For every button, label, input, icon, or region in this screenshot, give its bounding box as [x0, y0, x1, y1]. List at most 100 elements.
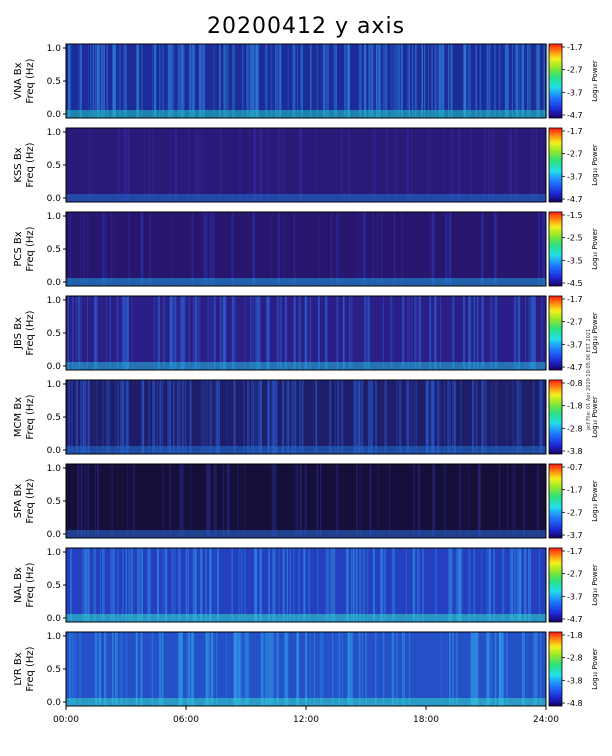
spectrogram-texture: [110, 548, 113, 622]
spectrogram-texture: [169, 296, 173, 370]
spectrogram-texture: [507, 44, 509, 118]
spectrogram-texture: [493, 548, 496, 622]
spectrogram-texture: [203, 212, 207, 286]
spectrogram-texture: [157, 548, 159, 622]
colorbar-tick-label: -4.7: [567, 615, 583, 624]
spectrogram-texture: [295, 380, 297, 454]
spectrogram-texture: [180, 632, 183, 706]
spectrogram-texture: [238, 548, 241, 622]
spectrogram-texture: [148, 380, 150, 454]
spectrogram-texture: [192, 548, 195, 622]
spectrogram-texture: [514, 548, 517, 622]
spectrogram-texture: [95, 296, 98, 370]
spectrogram-texture: [76, 380, 79, 454]
spectrogram-texture: [501, 632, 503, 706]
spectrogram-texture: [299, 380, 302, 454]
spectrogram-texture: [227, 464, 230, 538]
spectrogram-texture: [400, 212, 404, 286]
spectrogram-texture: [125, 548, 127, 622]
spectrogram-texture: [487, 632, 490, 706]
spectrogram-texture: [335, 44, 337, 118]
spectrogram-texture: [446, 212, 448, 286]
spectrogram-texture: [158, 632, 162, 706]
spectrogram-texture: [332, 548, 336, 622]
spectrogram-texture: [428, 128, 431, 202]
spectrogram-texture: [68, 44, 70, 118]
spectrogram-texture: [473, 548, 475, 622]
spectrogram-texture: [254, 380, 257, 454]
spectrogram-texture: [136, 44, 138, 118]
spectrogram-texture: [494, 296, 498, 370]
spectrogram-texture: [286, 548, 288, 622]
spectrogram-texture: [513, 296, 517, 370]
spectrogram-texture: [189, 44, 191, 118]
spectrogram-texture: [212, 212, 216, 286]
spectrogram-texture: [251, 380, 253, 454]
spectrogram-texture: [506, 464, 508, 538]
spectrogram-texture: [219, 44, 221, 118]
spectrogram-texture: [322, 632, 324, 706]
spectrogram-texture: [372, 212, 374, 286]
y-tick-label: 0.0: [47, 446, 62, 456]
colorbar: [548, 379, 563, 455]
y-tick-label: 0.5: [47, 497, 61, 507]
spectrogram-texture: [210, 296, 212, 370]
spectrogram-area: [66, 380, 546, 454]
spectrogram-texture: [436, 44, 440, 118]
colorbar-tick-label: -2.8: [567, 424, 583, 433]
spectrogram-texture: [297, 632, 299, 706]
spectrogram-texture: [102, 44, 105, 118]
spectrogram-texture: [298, 548, 301, 622]
spectrogram-texture: [433, 464, 435, 538]
spectrogram-texture: [515, 128, 518, 202]
colorbar-tick-label: -4.7: [567, 111, 583, 120]
spectrogram-texture: [367, 296, 370, 370]
spectrogram-texture: [378, 464, 379, 538]
spectrogram-texture: [244, 548, 246, 622]
colorbar: [548, 463, 563, 539]
spectrogram-texture: [482, 380, 484, 454]
spectrogram-texture: [141, 548, 143, 622]
spectrogram-texture: [282, 380, 285, 454]
colorbar-label: Log₁₀ Power: [591, 228, 599, 270]
spectrogram-texture: [278, 296, 280, 370]
spectrogram-texture: [426, 380, 430, 454]
spectrogram-texture: [299, 464, 302, 538]
spectrogram-texture: [543, 44, 545, 118]
spectrogram-texture: [486, 380, 487, 454]
y-tick-label: 0.0: [47, 614, 62, 624]
spectrogram-texture: [319, 212, 320, 286]
spectrogram-texture: [416, 380, 418, 454]
spectrogram-texture: [390, 296, 393, 370]
spectrogram-texture: [169, 44, 172, 118]
spectrogram-texture: [395, 44, 399, 118]
y-tick-label: 0.5: [47, 665, 61, 675]
spectrogram-texture: [406, 128, 408, 202]
spectrogram-texture: [275, 380, 278, 454]
spectrogram-texture: [105, 296, 107, 370]
spectrogram-texture: [156, 380, 159, 454]
spectrogram-texture: [136, 632, 138, 706]
spectrogram-texture: [192, 296, 194, 370]
spectrogram-texture: [182, 44, 184, 118]
spectrogram-texture: [403, 632, 406, 706]
x-tick-label: 00:00: [53, 715, 79, 725]
spectrogram-texture: [102, 380, 104, 454]
spectrogram-texture: [189, 380, 192, 454]
spectrogram-texture: [69, 632, 71, 706]
spectrogram-texture: [66, 110, 546, 118]
spectrogram-texture: [222, 464, 224, 538]
spectrogram-texture: [348, 44, 350, 118]
colorbar-label: Log₁₀ Power: [591, 144, 599, 186]
panel-nal: 1.0 0.5 0.0 NAL Bx Freq (Hz) -1.7 -2.7 -3.7 -4.7…: [13, 547, 599, 624]
colorbar-tick-label: -4.5: [567, 279, 583, 288]
spectrogram-texture: [66, 278, 546, 286]
spectrogram-texture: [441, 632, 442, 706]
spectrogram-texture: [413, 380, 416, 454]
spectrogram-texture: [126, 296, 129, 370]
spectrogram-texture: [203, 380, 206, 454]
colorbar-tick-label: -3.7: [567, 340, 583, 349]
spectrogram-texture: [84, 380, 87, 454]
spectrogram-texture: [313, 380, 314, 454]
spectrogram-texture: [506, 380, 507, 454]
